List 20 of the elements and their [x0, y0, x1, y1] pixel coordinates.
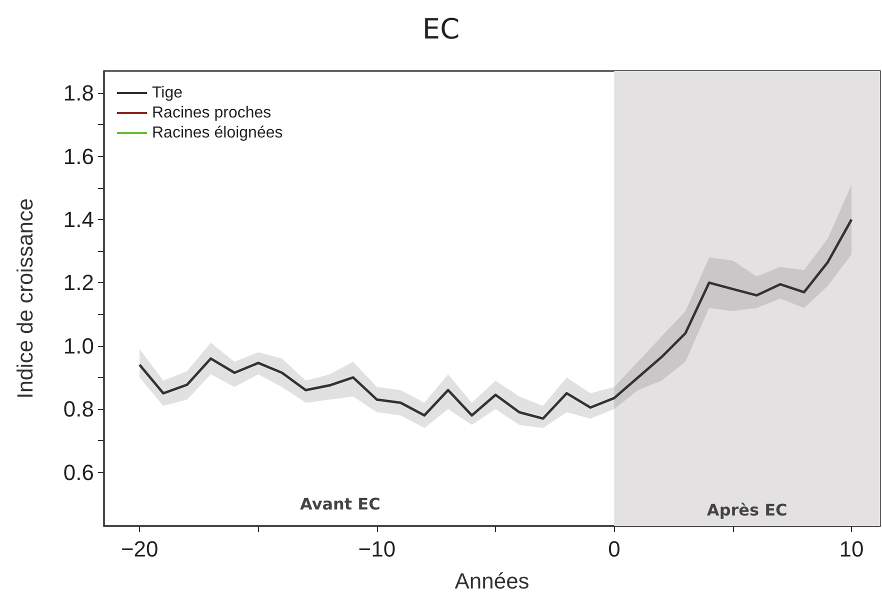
- legend-label: Tige: [152, 84, 183, 102]
- y-tick-label: 0.8: [63, 396, 94, 422]
- y-tick-label: 1.0: [63, 333, 94, 358]
- y-tick-label: 1.2: [63, 270, 94, 296]
- x-tick-label: −10: [358, 536, 396, 562]
- line-series: [138, 218, 853, 420]
- x-tick-label: 10: [839, 536, 864, 562]
- annotation: Avant EC: [300, 494, 380, 514]
- legend-label: Racines proches: [152, 104, 272, 122]
- x-tick-label: 0: [608, 536, 620, 562]
- y-tick-label: 1.4: [63, 207, 94, 232]
- band-label: Après EC: [706, 500, 788, 520]
- y-tick-label: 1.6: [63, 144, 94, 169]
- x-axis-title: Années: [454, 568, 530, 594]
- y-axis-title: Indice de croissance: [12, 198, 38, 399]
- y-tick-label: 0.6: [63, 460, 94, 485]
- legend-label: Racines éloignées: [152, 124, 283, 142]
- y-tick-label: 1.8: [63, 80, 94, 106]
- x-tick-label: −20: [120, 536, 158, 562]
- chart-title: EC: [422, 12, 460, 46]
